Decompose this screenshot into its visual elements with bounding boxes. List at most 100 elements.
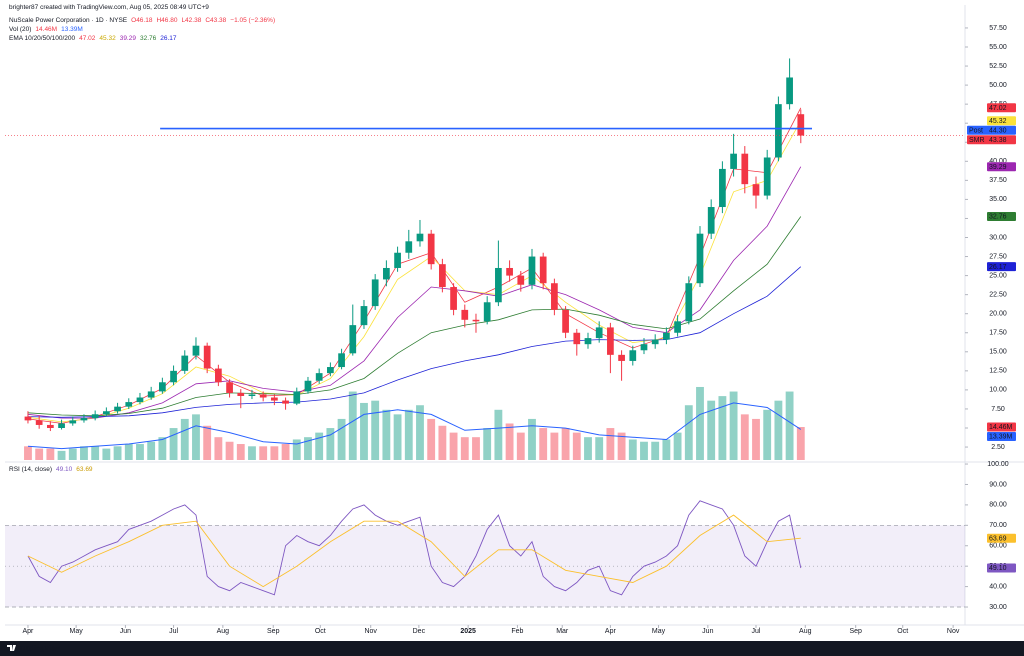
candle-body — [383, 267, 390, 280]
volume-bar — [68, 448, 77, 460]
candle-body — [696, 233, 704, 284]
candle-body — [349, 325, 357, 354]
volume-bar — [785, 391, 794, 460]
candle-body — [338, 353, 345, 368]
volume-bar — [460, 437, 469, 460]
y-tick-label: 12.50 — [989, 368, 1007, 375]
volume-bar — [416, 405, 424, 460]
y-tick-label: 57.50 — [989, 25, 1007, 32]
candle-body — [797, 114, 805, 136]
ema-line — [27, 216, 802, 417]
volume-bar — [281, 444, 290, 460]
candle-body — [607, 327, 614, 355]
price-badge-value: 47.02 — [989, 105, 1007, 112]
volume-bar — [718, 396, 727, 460]
volume-bar — [326, 428, 335, 460]
volume-bar — [696, 386, 704, 460]
candle-body — [573, 332, 581, 345]
y-tick-label: 15.00 — [989, 349, 1007, 356]
volume-bar — [371, 400, 380, 460]
y-tick-label: 7.50 — [991, 406, 1005, 413]
candle-body — [114, 406, 121, 412]
x-tick-label: Dec — [413, 628, 426, 635]
chart-layer: 2.505.007.5010.0012.5015.0017.5020.0022.… — [0, 4, 1024, 656]
rsi-y-tick-label: 80.00 — [989, 502, 1007, 509]
candle-body — [685, 283, 693, 322]
legend-item: 26.17 — [160, 35, 177, 42]
volume-bar — [337, 418, 346, 460]
rsi-y-tick-label: 30.00 — [989, 604, 1007, 611]
candle-body — [91, 414, 99, 419]
candle-body — [181, 355, 189, 371]
volume-bar — [796, 427, 805, 460]
price-badge-value: 39.29 — [989, 164, 1007, 171]
volume-bar — [248, 446, 256, 460]
volume-bar — [572, 432, 581, 460]
price-badge — [987, 262, 1016, 272]
volume-bar — [483, 428, 492, 460]
volume-bar — [427, 418, 436, 460]
candle-body — [539, 256, 547, 284]
price-badge-value: 44.30 — [989, 127, 1007, 134]
volume-bar — [24, 446, 32, 460]
candle-body — [58, 423, 65, 428]
candle-body — [719, 168, 726, 208]
volume-bar — [80, 446, 88, 460]
candle-body — [752, 184, 760, 196]
volume-bar — [46, 448, 55, 460]
y-tick-label: 25.00 — [989, 272, 1007, 279]
candle-body — [371, 279, 379, 307]
candle-body — [461, 309, 469, 320]
price-badge-value: 45.32 — [989, 118, 1007, 125]
x-tick-label: Nov — [947, 628, 960, 635]
volume-bar — [35, 448, 44, 460]
candle-body — [786, 77, 793, 105]
volume-ma-line — [27, 402, 802, 450]
volume-bar — [259, 446, 268, 460]
price-badge-value: 43.38 — [989, 137, 1007, 144]
candle-body — [125, 402, 133, 407]
rsi-y-tick-label: 70.00 — [989, 522, 1007, 529]
legend-item: 39.29 — [120, 35, 137, 42]
x-tick-label: Sep — [849, 628, 862, 635]
volume-bar — [360, 402, 368, 460]
ema-line — [27, 107, 802, 424]
legend-item: EMA 10/20/50/100/200 — [9, 35, 76, 42]
x-tick-label: Apr — [605, 628, 617, 635]
legend-item: Vol (20) — [9, 26, 31, 33]
volume-bar — [292, 439, 301, 460]
legend-item: 45.32 — [99, 35, 116, 42]
volume-bar — [315, 432, 324, 460]
price-badge-name: Post — [969, 127, 983, 134]
volume-bar — [550, 432, 559, 460]
legend: NuScale Power Corporation · 1D · NYSE O46… — [9, 17, 275, 24]
candle-body — [640, 344, 648, 351]
rsi-y-tick-label: 90.00 — [989, 481, 1007, 488]
volume-bar — [203, 425, 212, 460]
candle-body — [136, 397, 144, 403]
volume-bar — [763, 409, 772, 460]
legend-item: O46.18 — [131, 17, 153, 24]
volume-bar — [472, 437, 480, 460]
legend: EMA 10/20/50/100/200 47.02 45.32 39.29 32.76… — [9, 35, 177, 42]
candle-body — [80, 418, 88, 421]
volume-bar — [180, 418, 189, 460]
candle-body — [495, 267, 502, 303]
rsi-y-tick-label: 60.00 — [989, 543, 1007, 550]
x-tick-label: Apr — [23, 628, 35, 635]
legend-item: 13.39M — [61, 26, 83, 33]
volume-bar — [494, 409, 503, 460]
candle-body — [763, 157, 771, 196]
candle-body — [47, 424, 54, 428]
y-tick-label: 35.00 — [989, 196, 1007, 203]
volume-bar — [102, 448, 111, 460]
candle-body — [506, 267, 513, 276]
volume-bar — [91, 446, 100, 460]
y-tick-label: 52.50 — [989, 63, 1007, 70]
legend-item: brighter87 created with TradingView.com,… — [9, 4, 209, 11]
footer-brand: TradingView — [19, 645, 61, 652]
volume-bar — [662, 439, 671, 460]
volume-bar — [393, 414, 402, 460]
